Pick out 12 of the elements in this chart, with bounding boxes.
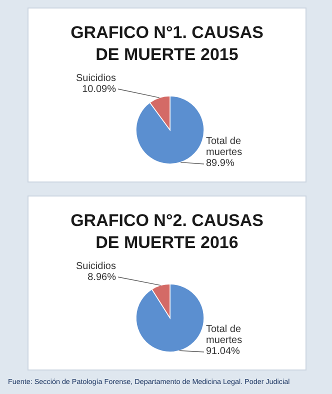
chart-title: GRAFICO N°1. CAUSAS DE MUERTE 2015 bbox=[70, 23, 264, 64]
data-label: 8.96% bbox=[88, 272, 116, 283]
data-label: 10.09% bbox=[82, 84, 116, 95]
pie-slice bbox=[136, 284, 204, 352]
data-label: 91.04% bbox=[206, 346, 240, 357]
slice-label: Total de muertes bbox=[206, 136, 242, 158]
data-label: 89.9% bbox=[206, 158, 234, 169]
pie-slice bbox=[136, 96, 204, 164]
slice-label: Suicidios bbox=[76, 73, 116, 84]
slice-label: Suicidios bbox=[76, 261, 116, 272]
chart-title: GRAFICO N°2. CAUSAS DE MUERTE 2016 bbox=[70, 211, 264, 252]
slice-label: Total de muertes bbox=[206, 324, 242, 346]
